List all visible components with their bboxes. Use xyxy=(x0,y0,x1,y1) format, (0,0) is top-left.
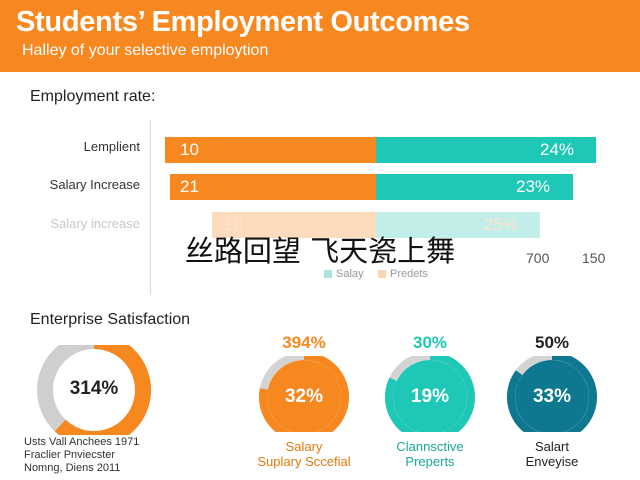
bar-right-2 xyxy=(376,212,540,238)
enterprise-satisfaction-title: Enterprise Satisfaction xyxy=(30,311,191,328)
donut-label-1: Salary Suplary Sccefial xyxy=(234,439,374,469)
donut-fill-1 xyxy=(267,360,341,432)
donut-label-3: Salart Enveyise xyxy=(482,439,622,469)
legend-label-0: Salay xyxy=(336,268,364,280)
donut-arc-1 xyxy=(259,356,349,432)
donut-chart-0 xyxy=(37,345,151,435)
donut-label-2: Clannsctive Preperts xyxy=(360,439,500,469)
footnote: Usts Vall Anchees 1971 Fraclier Pnviecst… xyxy=(24,436,139,475)
donut-top-3: 50% xyxy=(534,333,570,352)
donut-center-0: 314% xyxy=(69,378,119,399)
footnote-line-2: Nomng, Diens 2011 xyxy=(24,462,121,474)
legend-item-1: Predets xyxy=(378,268,428,280)
page-subtitle: Halley of your selective employtion xyxy=(22,42,269,59)
donut-top-2: 30% xyxy=(412,333,448,352)
bar-right-1 xyxy=(376,174,573,200)
bar-right-value-2: 25% xyxy=(484,215,519,234)
footnote-line-1: Fraclier Pnviecster xyxy=(24,449,116,461)
tick-label-1: 150 xyxy=(582,250,606,266)
bar-left-0 xyxy=(165,137,376,163)
axis-line xyxy=(150,120,151,295)
row-label-0: Lemplient xyxy=(83,139,140,154)
bar-left-1 xyxy=(170,174,376,200)
overlay-caption: 丝路回望 飞天瓷上舞 xyxy=(184,234,456,268)
bar-left-value-1: 21 xyxy=(180,177,199,196)
donut-center-2: 19% xyxy=(410,386,450,407)
bar-right-value-0: 24% xyxy=(540,140,575,159)
donut-center-3: 33% xyxy=(532,386,572,407)
donut-fill-3 xyxy=(515,360,589,432)
donut-label-3-line-0: Salart xyxy=(535,439,569,454)
donut-chart-1 xyxy=(259,356,349,432)
donut-label-1-line-1: Suplary Sccefial xyxy=(257,454,351,469)
tick-label-0: 700 xyxy=(526,250,550,266)
donut-center-1: 32% xyxy=(284,386,324,407)
bar-left-2 xyxy=(212,212,376,238)
donut-label-3-line-1: Enveyise xyxy=(525,454,579,469)
donut-arc-0 xyxy=(37,345,151,435)
donut-arc-2 xyxy=(385,356,475,432)
bar-right-0 xyxy=(376,137,596,163)
bar-left-value-2: 18 xyxy=(224,215,243,234)
bar-right-value-1: 23% xyxy=(516,177,551,196)
legend-swatch-1 xyxy=(378,270,386,279)
bar-left-value-0: 10 xyxy=(180,140,199,159)
donut-fill-2 xyxy=(393,360,467,432)
legend-label-1: Predets xyxy=(390,268,428,280)
donut-chart-2 xyxy=(385,356,475,432)
donut-label-1-line-0: Salary xyxy=(285,439,323,454)
donut-arc-3 xyxy=(507,356,597,432)
header-banner: Students’ Employment Outcomes Halley of … xyxy=(0,0,640,72)
employment-rate-title: Employment rate: xyxy=(30,88,156,105)
row-label-1: Salary Increase xyxy=(49,177,140,192)
donut-label-2-line-0: Clannsctive xyxy=(396,439,464,454)
donut-label-2-line-1: Preperts xyxy=(405,454,455,469)
row-label-2: Salary increase xyxy=(50,216,140,231)
legend-swatch-0 xyxy=(324,270,332,279)
page-title: Students’ Employment Outcomes xyxy=(16,6,470,38)
legend-item-0: Salay xyxy=(324,268,364,280)
footnote-line-0: Usts Vall Anchees 1971 xyxy=(24,436,140,448)
donut-chart-3 xyxy=(507,356,597,432)
donut-top-1: 394% xyxy=(282,333,326,352)
